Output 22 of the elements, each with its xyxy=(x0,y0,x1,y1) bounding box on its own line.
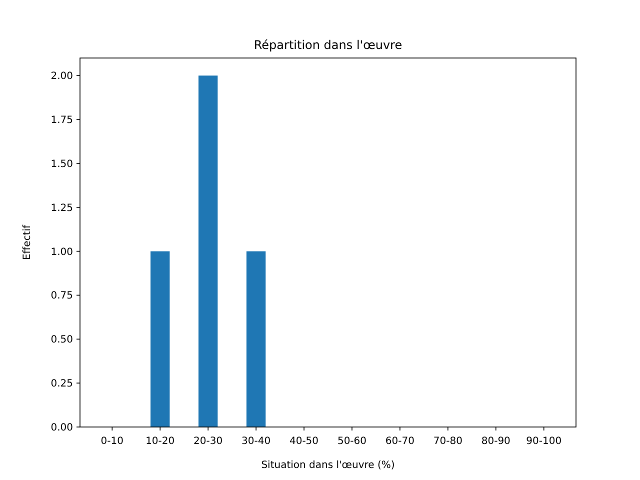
y-tick-label: 0.50 xyxy=(50,334,73,346)
y-tick-label: 1.00 xyxy=(50,246,73,258)
y-axis-title: Effectif xyxy=(22,224,33,260)
chart-title: Répartition dans l'œuvre xyxy=(254,38,402,52)
x-tick-label: 80-90 xyxy=(481,436,510,447)
y-tick-label: 0.00 xyxy=(50,422,73,434)
x-tick-label: 10-20 xyxy=(146,436,175,447)
x-tick-label: 20-30 xyxy=(194,436,223,447)
y-tick-label: 1.50 xyxy=(50,158,73,170)
x-axis-title: Situation dans l'œuvre (%) xyxy=(261,460,395,471)
y-tick-label: 0.75 xyxy=(50,290,73,302)
y-tick-label: 1.75 xyxy=(50,115,73,126)
x-tick-label: 30-40 xyxy=(242,436,271,447)
x-tick-label: 0-10 xyxy=(100,436,124,447)
x-tick-label: 60-70 xyxy=(385,436,414,447)
x-tick-label: 90-100 xyxy=(526,436,562,447)
x-tick-label: 40-50 xyxy=(289,436,319,447)
y-tick-label: 2.00 xyxy=(50,71,73,82)
y-tick-label: 0.25 xyxy=(50,378,73,390)
x-tick-label: 70-80 xyxy=(433,436,462,447)
x-tick-label: 50-60 xyxy=(337,436,367,447)
y-tick-label: 1.25 xyxy=(50,202,73,214)
